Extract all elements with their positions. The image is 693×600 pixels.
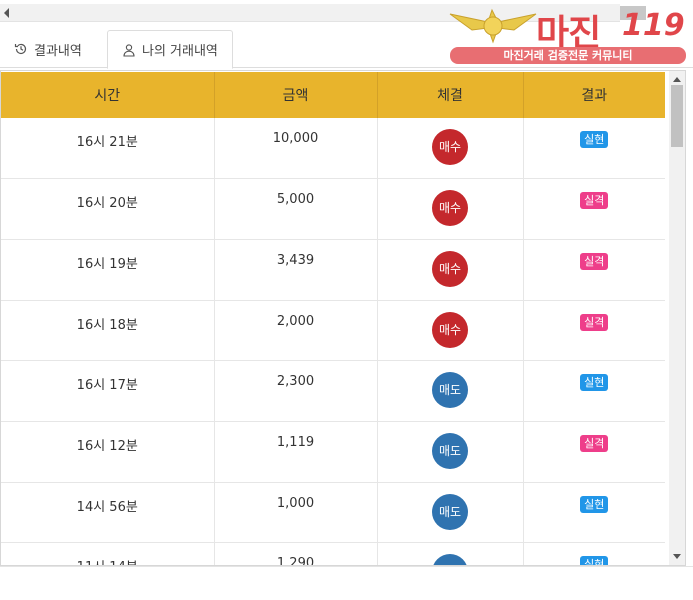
scroll-down-arrow-icon[interactable] [673, 554, 681, 559]
table-row: 16시 19분 3,439 매수 실격 [1, 239, 665, 301]
cell-trade: 매수 [377, 239, 524, 301]
header-time: 시간 [1, 72, 215, 118]
loss-badge: 실격 [580, 252, 609, 270]
cell-time: 16시 20분 [1, 178, 215, 240]
tab-results-label: 결과내역 [34, 43, 82, 59]
logo-tagline: 마진거래 검증전문 커뮤니티 [450, 47, 686, 64]
table-row: 11시 14분 1,290 매도 실현 [1, 542, 665, 566]
cell-trade: 매도 [377, 360, 524, 422]
time-text: 16시 12분 [76, 438, 138, 454]
time-text: 11시 14분 [77, 560, 138, 565]
table-row: 16시 21분 10,000 매수 실현 [1, 118, 665, 180]
cell-result: 실격 [523, 178, 665, 240]
cell-trade: 매도 [377, 542, 524, 565]
amount-text: 1,290 [276, 556, 315, 566]
logo-number-text: 119 [622, 8, 685, 43]
table-row: 16시 12분 1,119 매도 실격 [1, 421, 665, 483]
time-text: 14시 56분 [76, 499, 138, 515]
amount-text: 1,000 [276, 495, 315, 511]
buy-badge: 매수 [432, 250, 468, 287]
cell-result: 실격 [523, 239, 665, 301]
cell-time: 14시 56분 [1, 482, 215, 544]
cell-result: 실격 [523, 300, 665, 362]
cell-time: 16시 19분 [1, 239, 215, 301]
vertical-scroll-thumb[interactable] [671, 85, 683, 147]
loss-badge: 실격 [580, 434, 609, 452]
cell-trade: 매수 [377, 118, 524, 180]
eagle-emblem-icon [449, 8, 537, 44]
header-result: 결과 [523, 72, 665, 118]
time-text: 16시 20분 [76, 196, 138, 212]
cell-result: 실격 [523, 421, 665, 483]
cell-amount: 5,000 [214, 178, 378, 240]
cell-amount: 3,439 [214, 239, 378, 301]
cell-trade: 매도 [377, 421, 524, 483]
amount-text: 2,000 [276, 313, 315, 329]
cell-result: 실현 [523, 360, 665, 422]
table-row: 16시 20분 5,000 매수 실격 [1, 178, 665, 240]
sell-badge: 매도 [432, 372, 468, 409]
amount-text: 10,000 [272, 131, 319, 146]
cell-result: 실현 [523, 118, 665, 180]
cell-amount: 2,300 [214, 360, 378, 422]
win-badge: 실현 [580, 495, 609, 513]
time-text: 16시 21분 [76, 135, 138, 150]
scroll-left-arrow-icon[interactable] [4, 8, 9, 18]
scroll-up-arrow-icon[interactable] [673, 77, 681, 82]
buy-badge: 매수 [432, 190, 468, 227]
cell-trade: 매수 [377, 300, 524, 362]
cell-result: 실현 [523, 542, 665, 565]
time-text: 16시 18분 [76, 317, 138, 333]
table-row: 16시 18분 2,000 매수 실격 [1, 300, 665, 362]
vertical-scrollbar[interactable] [669, 71, 685, 565]
buy-badge: 매수 [432, 129, 468, 165]
win-badge: 실현 [580, 374, 609, 392]
sell-badge: 매도 [432, 493, 468, 530]
cell-time: 16시 21분 [1, 118, 215, 180]
tab-bar: 결과내역 나의 거래내역 [0, 30, 693, 69]
header-amount: 금액 [214, 72, 378, 118]
loss-badge: 실격 [580, 313, 609, 331]
amount-text: 3,439 [276, 252, 315, 268]
win-badge: 실현 [580, 131, 609, 148]
amount-text: 2,300 [276, 374, 315, 390]
loss-badge: 실격 [580, 192, 609, 210]
tab-my-trades[interactable]: 나의 거래내역 [107, 30, 233, 69]
cell-result: 실현 [523, 482, 665, 544]
trade-history-table: 시간 금액 체결 결과 16시 21분 10,000 매수 실현 16시 20분 5,00… [1, 72, 665, 566]
cell-time: 16시 12분 [1, 421, 215, 483]
cell-time: 16시 18분 [1, 300, 215, 362]
cell-time: 11시 14분 [1, 542, 215, 565]
time-text: 16시 19분 [76, 256, 138, 272]
time-text: 16시 17분 [76, 378, 138, 394]
user-icon [123, 43, 135, 57]
trade-history-panel: 시간 금액 체결 결과 16시 21분 10,000 매수 실현 16시 20분 5,00… [0, 70, 686, 566]
tab-my-trades-label: 나의 거래내역 [142, 44, 218, 59]
header-trade: 체결 [377, 72, 524, 118]
cell-time: 16시 17분 [1, 360, 215, 422]
win-badge: 실현 [580, 556, 609, 565]
cell-amount: 1,290 [214, 542, 378, 566]
cell-amount: 2,000 [214, 300, 378, 362]
table-header-row: 시간 금액 체결 결과 [1, 72, 665, 118]
cell-trade: 매수 [377, 178, 524, 240]
sell-badge: 매도 [432, 554, 468, 565]
cell-trade: 매도 [377, 482, 524, 544]
cell-amount: 1,000 [214, 482, 378, 544]
amount-text: 1,119 [276, 434, 315, 450]
amount-text: 5,000 [276, 192, 315, 208]
sell-badge: 매도 [432, 432, 468, 469]
bottom-area [0, 566, 693, 600]
site-logo: 마진 119 마진거래 검증전문 커뮤니티 [448, 6, 688, 64]
horizontal-scroll-thumb[interactable] [620, 6, 646, 20]
cell-amount: 10,000 [214, 118, 378, 180]
table-row: 14시 56분 1,000 매도 실현 [1, 482, 665, 544]
table-row: 16시 17분 2,300 매도 실현 [1, 360, 665, 422]
tab-results[interactable]: 결과내역 [0, 30, 96, 68]
history-icon [14, 43, 27, 55]
cell-amount: 1,119 [214, 421, 378, 483]
buy-badge: 매수 [432, 311, 468, 348]
